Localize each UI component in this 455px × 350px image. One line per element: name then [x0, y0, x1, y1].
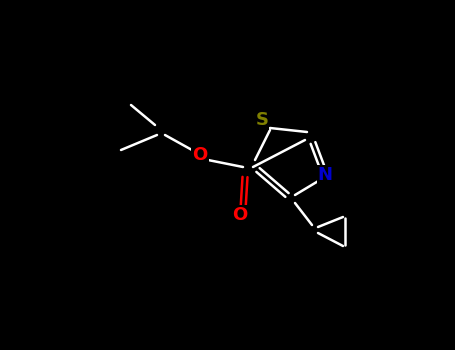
Text: O: O: [192, 146, 207, 164]
Text: O: O: [233, 206, 248, 224]
Text: N: N: [318, 166, 333, 184]
Text: S: S: [256, 111, 268, 129]
